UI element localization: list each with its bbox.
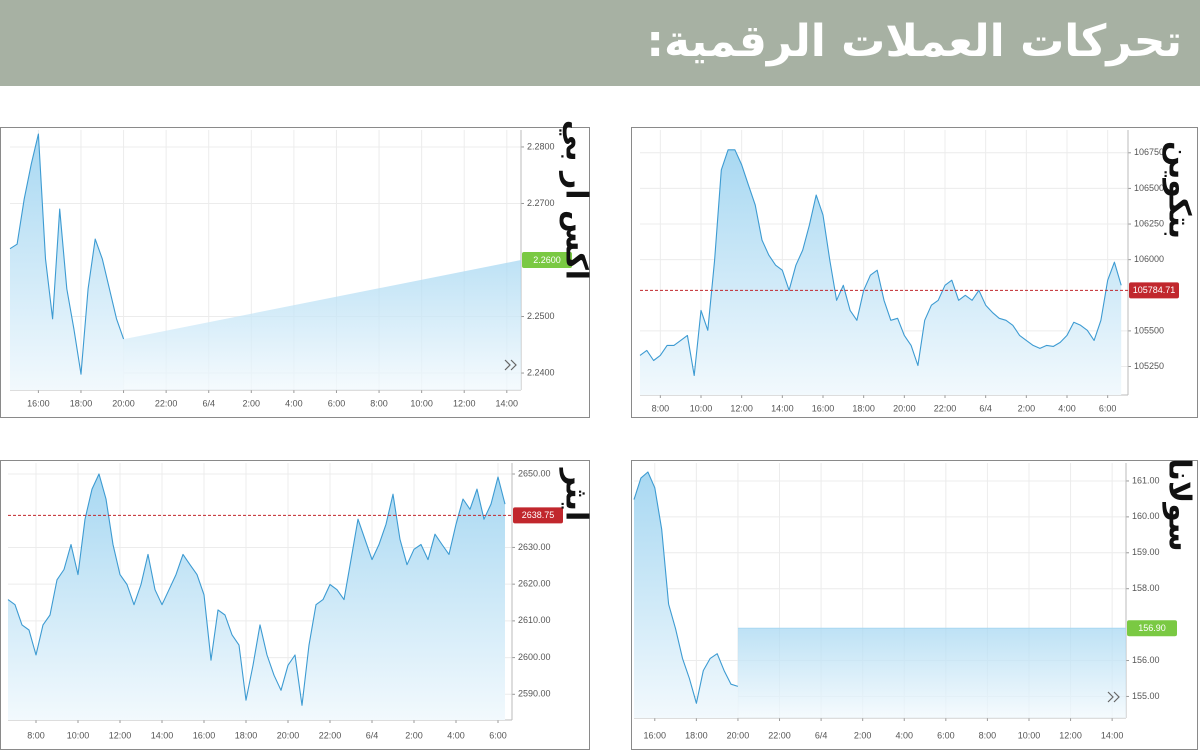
y-tick-label: 161.00 [1132,475,1160,485]
x-tick-label: 10:00 [67,730,90,740]
y-tick-label: 2.2800 [527,141,555,151]
x-tick-label: 4:00 [895,730,913,740]
x-tick-label: 6/4 [979,403,992,413]
x-tick-label: 6/4 [202,398,215,408]
y-tick-label: 105500 [1134,325,1164,335]
y-tick-label: 2.2700 [527,198,555,208]
x-tick-label: 6:00 [937,730,955,740]
x-tick-label: 22:00 [934,403,957,413]
y-tick-label: 106750 [1134,147,1164,157]
x-tick-label: 18:00 [852,403,875,413]
header-title: تحركات العملات الرقمية: [646,16,1182,67]
y-tick-label: 2.2400 [527,367,555,377]
line [633,471,739,704]
y-tick-label: 158.00 [1132,583,1160,593]
y-tick-label: 2650.00 [518,468,551,478]
current-badge [513,507,563,524]
current-label: 2638.75 [522,510,555,520]
gap-area [123,260,522,390]
x-tick-label: 16:00 [812,403,835,413]
x-tick-label: 10:00 [1018,730,1041,740]
y-tick-label: 2610.00 [518,615,551,625]
y-tick-label: 155.00 [1132,691,1160,701]
y-tick-label: 105250 [1134,361,1164,371]
y-tick-label: 2.2500 [527,311,555,321]
x-tick-label: 8:00 [652,403,670,413]
x-tick-label: 20:00 [112,398,135,408]
current-label: 2.2600 [533,255,561,265]
x-tick-label: 6:00 [489,730,507,740]
x-tick-label: 18:00 [70,398,93,408]
x-tick-label: 20:00 [277,730,300,740]
x-tick-label: 12:00 [109,730,132,740]
line [9,133,125,375]
y-tick-label: 2630.00 [518,542,551,552]
x-tick-label: 10:00 [690,403,713,413]
current-label: 105784.71 [1133,285,1176,295]
x-tick-label: 4:00 [447,730,465,740]
x-tick-label: 4:00 [285,398,303,408]
line [7,473,506,706]
y-tick-label: 2620.00 [518,579,551,589]
y-tick-label: 106500 [1134,183,1164,193]
x-tick-label: 2:00 [405,730,423,740]
x-tick-label: 16:00 [644,730,667,740]
header-bar [0,0,1200,86]
x-tick-label: 6/4 [815,730,828,740]
current-badge [1129,282,1179,299]
x-tick-label: 22:00 [155,398,178,408]
chart-title: ايثر [559,467,594,521]
x-tick-label: 2:00 [243,398,261,408]
x-tick-label: 6:00 [1099,403,1117,413]
chart-title: اكس ار بي [559,120,594,280]
area [8,474,505,720]
x-tick-label: 2:00 [854,730,872,740]
gap-area [737,628,1126,718]
x-tick-label: 12:00 [1059,730,1082,740]
x-tick-label: 12:00 [730,403,753,413]
area [634,472,738,718]
x-tick-label: 6/4 [366,730,379,740]
charts: 2.2400 2.2500 2.2700 2.2800 16:00 18:00 20:00 2… [0,120,1198,750]
y-tick-label: 106250 [1134,218,1164,228]
current-badge [522,252,572,268]
area [10,134,124,390]
x-tick-label: 16:00 [193,730,216,740]
x-tick-label: 12:00 [453,398,476,408]
x-tick-label: 8:00 [27,730,45,740]
x-tick-label: 18:00 [685,730,708,740]
x-tick-label: 20:00 [727,730,750,740]
current-badge [1127,620,1177,637]
x-tick-label: 4:00 [1058,403,1076,413]
x-tick-label: 22:00 [768,730,791,740]
x-tick-label: 8:00 [979,730,997,740]
x-tick-label: 20:00 [893,403,916,413]
x-tick-label: 8:00 [370,398,388,408]
x-tick-label: 2:00 [1018,403,1036,413]
y-tick-label: 2600.00 [518,652,551,662]
x-tick-label: 14:00 [496,398,519,408]
chart-title: بتكوين [1162,141,1197,239]
y-tick-label: 159.00 [1132,547,1160,557]
more-icon [504,359,517,371]
x-tick-label: 18:00 [235,730,258,740]
line [639,149,1122,377]
x-tick-label: 14:00 [771,403,794,413]
y-tick-label: 156.00 [1132,655,1160,665]
chart-title: سولانا [1162,458,1197,551]
y-tick-label: 2590.00 [518,689,551,699]
x-tick-label: 16:00 [27,398,50,408]
area [640,149,1122,395]
x-tick-label: 14:00 [1101,730,1124,740]
x-tick-label: 22:00 [319,730,342,740]
x-tick-label: 6:00 [328,398,346,408]
y-tick-label: 106000 [1134,254,1164,264]
more-icon [1107,691,1120,703]
x-tick-label: 10:00 [410,398,433,408]
current-label: 156.90 [1138,623,1166,633]
y-tick-label: 160.00 [1132,511,1160,521]
x-tick-label: 14:00 [151,730,174,740]
